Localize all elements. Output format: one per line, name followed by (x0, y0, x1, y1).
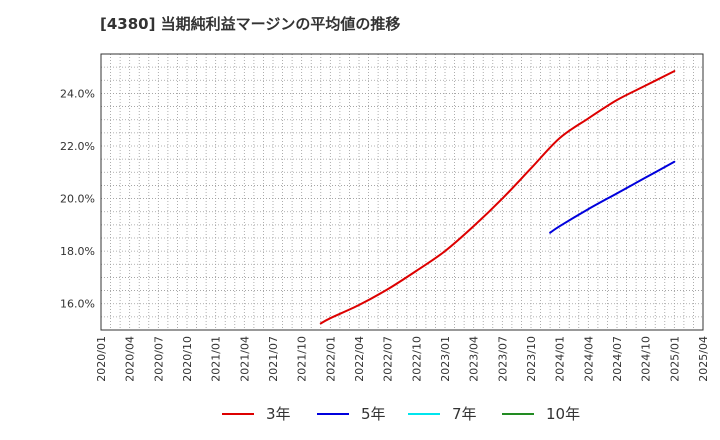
x-tick-label: 2024/04 (582, 336, 595, 382)
plot-area-frame (100, 53, 704, 331)
legend-item-3y: 3年 (222, 403, 291, 424)
y-tick-label: 18.0% (60, 245, 95, 258)
x-tick-label: 2025/04 (697, 336, 710, 382)
legend-label-7y: 7年 (452, 405, 477, 423)
x-tick-label: 2025/01 (668, 336, 681, 382)
legend-swatch-5y (317, 412, 349, 415)
x-axis-tick-labels: 2020/01 2020/04 2020/07 2020/10 2021/01 2021/… (95, 336, 710, 382)
x-tick-label: 2023/07 (496, 336, 509, 382)
x-tick-label: 2023/10 (525, 336, 538, 382)
x-tick-label: 2020/10 (181, 336, 194, 382)
x-tick-label: 2020/07 (152, 336, 165, 382)
legend-item-7y: 7年 (408, 403, 477, 424)
legend: 3年 5年 7年 10年 (0, 403, 720, 427)
legend-label-3y: 3年 (266, 405, 291, 423)
grid-lines (101, 54, 703, 330)
legend-label-5y: 5年 (361, 405, 386, 423)
series-lines (319, 70, 676, 325)
x-tick-label: 2024/07 (611, 336, 624, 382)
x-tick-label: 2022/10 (410, 336, 423, 382)
x-tick-label: 2022/01 (324, 336, 337, 382)
legend-label-10y: 10年 (546, 405, 581, 423)
x-tick-label: 2022/07 (382, 336, 395, 382)
x-tick-label: 2023/01 (439, 336, 452, 382)
series-line-0 (319, 70, 676, 325)
legend-item-5y: 5年 (317, 403, 386, 424)
legend-swatch-3y (222, 412, 254, 415)
x-tick-label: 2021/07 (267, 336, 280, 382)
y-tick-label: 22.0% (60, 140, 95, 153)
chart-title: [4380] 当期純利益マージンの平均値の推移 (100, 15, 401, 33)
x-tick-label: 2021/01 (210, 336, 223, 382)
x-tick-label: 2021/10 (296, 336, 309, 382)
x-tick-label: 2020/01 (95, 336, 108, 382)
x-tick-label: 2024/01 (554, 336, 567, 382)
y-tick-label: 24.0% (60, 87, 95, 100)
y-tick-label: 16.0% (60, 298, 95, 311)
x-tick-label: 2021/04 (238, 336, 251, 382)
series-line-1 (549, 160, 676, 234)
legend-swatch-10y (502, 412, 534, 415)
x-tick-label: 2023/04 (468, 336, 481, 382)
y-axis-tick-labels: 16.0% 18.0% 20.0% 22.0% 24.0% (60, 87, 95, 310)
x-tick-label: 2022/04 (353, 336, 366, 382)
x-tick-label: 2024/10 (640, 336, 653, 382)
legend-item-10y: 10年 (502, 403, 580, 424)
y-tick-label: 20.0% (60, 193, 95, 206)
x-tick-label: 2020/04 (124, 336, 137, 382)
legend-swatch-7y (408, 412, 440, 415)
